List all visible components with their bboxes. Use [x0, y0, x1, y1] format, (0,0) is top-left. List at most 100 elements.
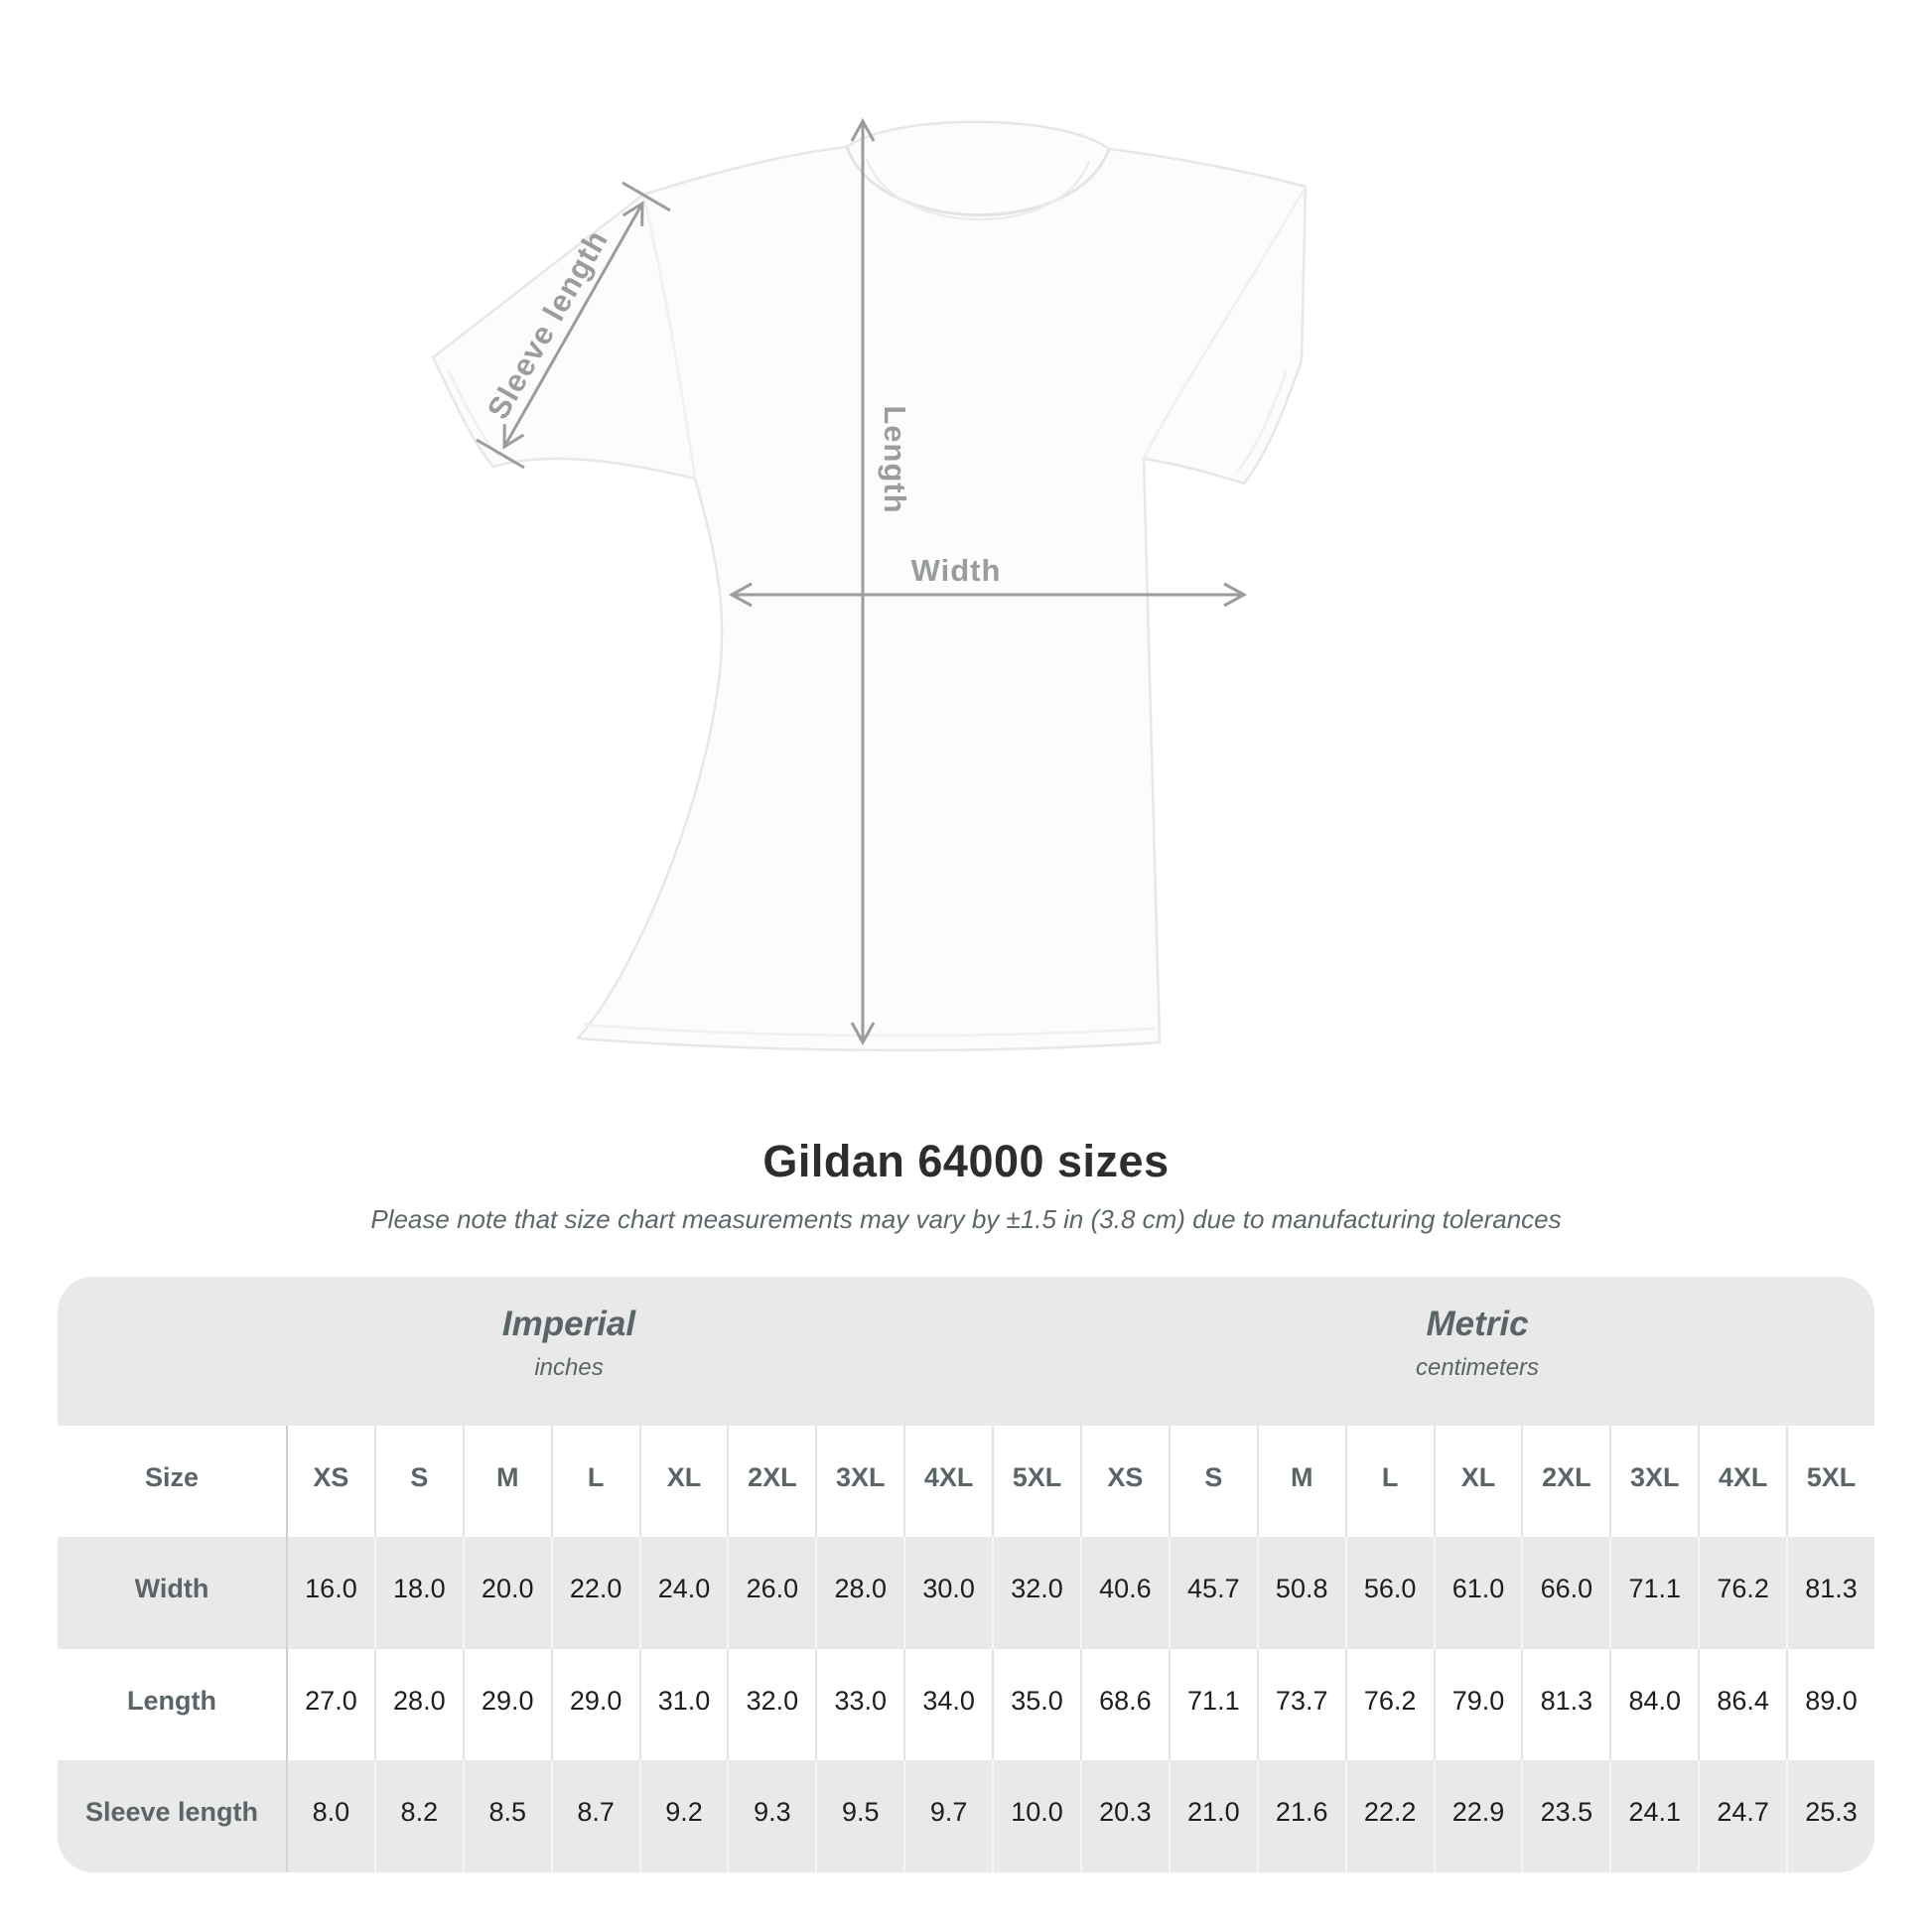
- value-cell: 16.0: [286, 1537, 374, 1649]
- value-cell: 81.3: [1786, 1537, 1874, 1649]
- size-header-cell: 4XL: [903, 1426, 992, 1537]
- value-cell: 79.0: [1433, 1649, 1522, 1760]
- size-header-cell: XL: [1433, 1426, 1522, 1537]
- value-cell: 66.0: [1521, 1537, 1609, 1649]
- value-cell: 28.0: [373, 1649, 463, 1760]
- value-cell: 28.0: [815, 1537, 903, 1649]
- value-cell: 21.6: [1256, 1760, 1345, 1872]
- value-cell: 22.9: [1433, 1760, 1522, 1872]
- size-header-cell: 2XL: [727, 1426, 815, 1537]
- value-cell: 29.0: [550, 1649, 639, 1760]
- sleeve-arrow-bottom-tick: [476, 438, 525, 470]
- page-title: Gildan 64000 sizes: [762, 1136, 1170, 1186]
- left-armhole-seam: [641, 194, 697, 480]
- value-cell: 22.2: [1344, 1760, 1434, 1872]
- value-cell: 9.3: [727, 1760, 815, 1872]
- value-cell: 24.7: [1698, 1760, 1786, 1872]
- value-cell: 33.0: [815, 1649, 903, 1760]
- imperial-header: Imperial inches: [58, 1277, 1080, 1426]
- value-cell: 32.0: [992, 1537, 1080, 1649]
- value-cell: 9.2: [638, 1760, 728, 1872]
- size-header-cell: M: [462, 1426, 551, 1537]
- size-header-cell: 4XL: [1698, 1426, 1786, 1537]
- value-cell: 30.0: [903, 1537, 992, 1649]
- value-cell: 22.0: [550, 1537, 639, 1649]
- length-label: Length: [878, 405, 912, 514]
- value-cell: 68.6: [1079, 1649, 1169, 1760]
- metric-unit: centimeters: [1415, 1354, 1540, 1381]
- value-cell: 8.0: [286, 1760, 374, 1872]
- collar-inner-seam: [865, 158, 1091, 221]
- value-cell: 40.6: [1079, 1537, 1169, 1649]
- size-header-cell: 2XL: [1521, 1426, 1609, 1537]
- value-cell: 50.8: [1256, 1537, 1345, 1649]
- table-row-length: Length 27.0 28.0 29.0 29.0 31.0 32.0 33.…: [58, 1649, 1874, 1760]
- value-cell: 71.1: [1609, 1537, 1698, 1649]
- unit-header-row: Imperial inches Metric centimeters: [58, 1277, 1874, 1426]
- size-header-cell: 3XL: [815, 1426, 903, 1537]
- value-cell: 29.0: [462, 1649, 551, 1760]
- size-col-header: Size: [144, 1461, 200, 1492]
- right-armhole-seam: [1142, 186, 1308, 460]
- value-cell: 21.0: [1168, 1760, 1257, 1872]
- sleeve-length-arrow: [502, 201, 644, 450]
- row-label: Sleeve length: [84, 1797, 259, 1827]
- value-cell: 76.2: [1698, 1537, 1786, 1649]
- value-cell: 86.4: [1698, 1649, 1786, 1760]
- value-cell: 34.0: [903, 1649, 992, 1760]
- value-cell: 76.2: [1344, 1649, 1434, 1760]
- row-label: Length: [127, 1685, 216, 1716]
- size-header-cell: XS: [286, 1426, 374, 1537]
- table-row-sleeve-length: Sleeve length 8.0 8.2 8.5 8.7 9.2 9.3 9.…: [58, 1760, 1874, 1872]
- value-cell: 84.0: [1609, 1649, 1698, 1760]
- size-header-cell: 3XL: [1609, 1426, 1698, 1537]
- imperial-unit: inches: [534, 1354, 604, 1381]
- value-cell: 9.5: [815, 1760, 903, 1872]
- value-cell: 8.2: [373, 1760, 463, 1872]
- value-cell: 71.1: [1168, 1649, 1257, 1760]
- size-header-cell: 5XL: [1786, 1426, 1874, 1537]
- size-header-cell: S: [1168, 1426, 1257, 1537]
- value-cell: 24.0: [638, 1537, 728, 1649]
- value-cell: 45.7: [1168, 1537, 1257, 1649]
- row-label: Width: [134, 1574, 209, 1603]
- value-cell: 81.3: [1521, 1649, 1609, 1760]
- sleeve-arrow-top-tick: [621, 181, 671, 212]
- value-cell: 20.0: [462, 1537, 551, 1649]
- tshirt-illustration: [431, 117, 1308, 1052]
- width-label: Width: [910, 553, 1002, 588]
- value-cell: 20.3: [1079, 1760, 1169, 1872]
- size-header-row: Size XS S M L XL 2XL 3XL 4XL 5XL XS S M …: [58, 1426, 1874, 1537]
- size-header-cell: M: [1256, 1426, 1345, 1537]
- size-header-cell: S: [373, 1426, 463, 1537]
- value-cell: 89.0: [1786, 1649, 1874, 1760]
- value-cell: 8.7: [550, 1760, 639, 1872]
- value-cell: 35.0: [992, 1649, 1080, 1760]
- tolerance-note: Please note that size chart measurements…: [370, 1204, 1562, 1234]
- value-cell: 24.1: [1609, 1760, 1698, 1872]
- table-row-width: Width 16.0 18.0 20.0 22.0 24.0 26.0 28.0…: [58, 1537, 1874, 1649]
- value-cell: 8.5: [462, 1760, 551, 1872]
- value-cell: 73.7: [1256, 1649, 1345, 1760]
- size-table: Imperial inches Metric centimeters Size …: [58, 1277, 1874, 1872]
- size-header-cell: L: [550, 1426, 639, 1537]
- right-cuff-seam: [1237, 370, 1289, 472]
- size-header-cell: 5XL: [992, 1426, 1080, 1537]
- value-cell: 56.0: [1344, 1537, 1434, 1649]
- size-header-cell: XL: [638, 1426, 728, 1537]
- size-header-cell: L: [1344, 1426, 1434, 1537]
- value-cell: 31.0: [638, 1649, 728, 1760]
- value-cell: 61.0: [1433, 1537, 1522, 1649]
- value-cell: 10.0: [992, 1760, 1080, 1872]
- value-cell: 25.3: [1786, 1760, 1874, 1872]
- value-cell: 26.0: [727, 1537, 815, 1649]
- size-header-cell: XS: [1079, 1426, 1169, 1537]
- value-cell: 18.0: [373, 1537, 463, 1649]
- metric-label: Metric: [1426, 1305, 1529, 1343]
- metric-header: Metric centimeters: [1080, 1277, 1874, 1426]
- value-cell: 32.0: [727, 1649, 815, 1760]
- imperial-label: Imperial: [501, 1305, 636, 1343]
- value-cell: 9.7: [903, 1760, 992, 1872]
- value-cell: 27.0: [286, 1649, 374, 1760]
